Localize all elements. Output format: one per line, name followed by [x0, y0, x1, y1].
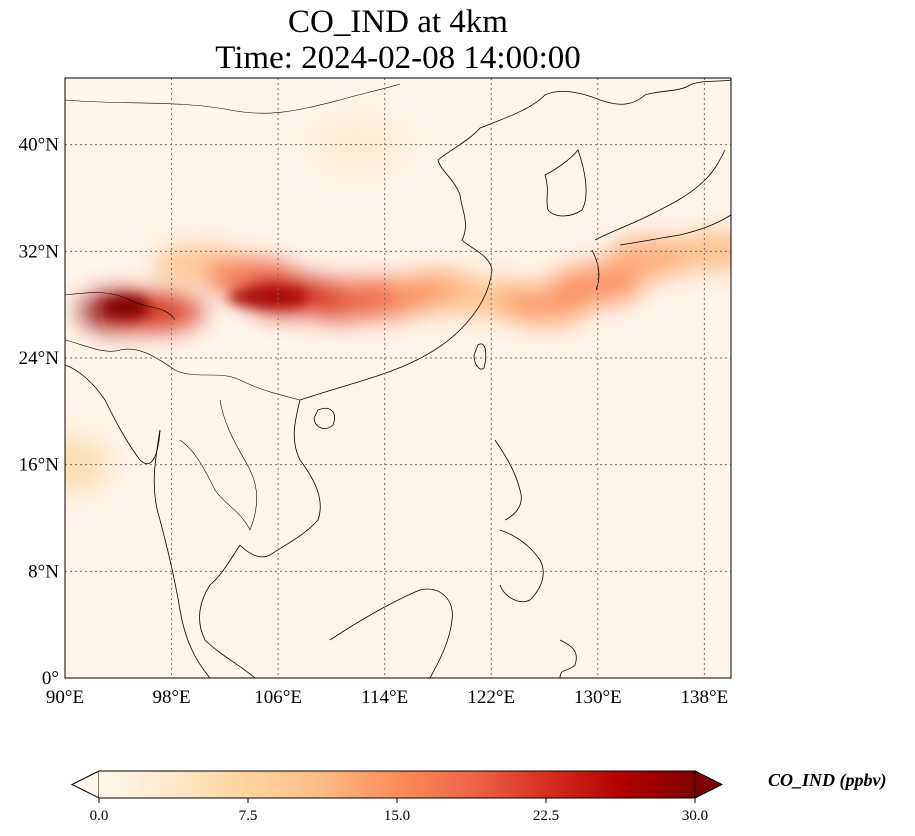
lon-tick-label: 130°E: [574, 687, 622, 708]
lat-tick-labels: 0° 8°N 16°N 24°N 32°N 40°N: [19, 135, 60, 689]
colorbar-label: CO_IND (ppbv): [768, 770, 887, 791]
colorbar-extend-low: [70, 770, 100, 799]
map-background: [65, 78, 731, 678]
map-field: [65, 78, 731, 678]
gridlines: [65, 78, 731, 678]
map-title-line2: Time: 2024-02-08 14:00:00: [215, 40, 581, 76]
map-frame: [64, 77, 732, 679]
plume-blob: [312, 114, 405, 175]
coastlines: [65, 79, 731, 678]
colorbar-tick-label: 7.5: [239, 808, 258, 824]
colorbar-extend-high: [694, 770, 724, 799]
lon-tick-label: 90°E: [46, 687, 84, 708]
lat-tick-label: 0°: [42, 668, 59, 689]
lat-tick-label: 24°N: [19, 348, 60, 369]
lon-tick-label: 98°E: [152, 687, 190, 708]
map-title-line1: CO_IND at 4km: [288, 4, 508, 40]
plume-blob: [65, 434, 111, 495]
lon-tick-label: 122°E: [467, 687, 515, 708]
colorbar: 0.0 7.5 15.0 22.5 30.0 CO_IND (ppbv): [70, 770, 887, 824]
lon-tick-labels: 90°E 98°E 106°E 114°E 122°E 130°E 138°E: [46, 687, 728, 708]
colorbar-ticks: 0.0 7.5 15.0 22.5 30.0: [90, 798, 708, 824]
lat-tick-label: 40°N: [19, 135, 60, 156]
plume-core-layer: [102, 286, 308, 319]
colorbar-gradient: [99, 771, 695, 798]
colorbar-tick-label: 15.0: [384, 808, 410, 824]
lat-tick-label: 8°N: [28, 561, 59, 582]
colorbar-tick-label: 22.5: [533, 808, 559, 824]
colorbar-tick-label: 30.0: [682, 808, 708, 824]
lon-tick-label: 106°E: [254, 687, 302, 708]
lon-tick-label: 114°E: [361, 687, 408, 708]
lat-tick-label: 32°N: [19, 241, 60, 262]
lat-tick-label: 16°N: [19, 455, 60, 476]
lon-tick-label: 138°E: [681, 687, 729, 708]
colorbar-tick-label: 0.0: [90, 808, 109, 824]
